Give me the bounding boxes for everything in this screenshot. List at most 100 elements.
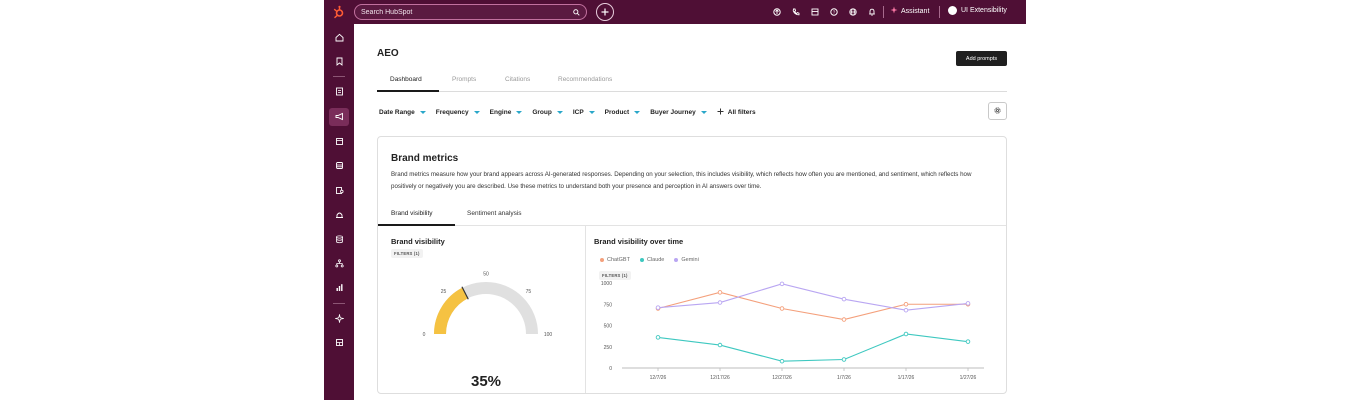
- filter-date-range[interactable]: Date Range: [379, 109, 426, 116]
- create-new-button[interactable]: [596, 3, 614, 21]
- chevron-down-icon: [516, 110, 523, 114]
- tab-citations[interactable]: Citations: [505, 76, 531, 83]
- x-tick-label: 1/27/26: [960, 375, 977, 381]
- tab-brand-visibility[interactable]: Brand visibility: [391, 210, 433, 217]
- data-point-claude: [903, 331, 909, 337]
- sidebar-item-automation[interactable]: [329, 206, 349, 224]
- filter-group[interactable]: Group: [532, 109, 563, 116]
- filter-engine[interactable]: Engine: [490, 109, 523, 116]
- all-filters-button[interactable]: All filters: [717, 108, 756, 117]
- filter-product[interactable]: Product: [605, 109, 641, 116]
- series-line-chatgbt: [657, 291, 968, 321]
- legend-label: Gemini: [681, 257, 699, 263]
- hierarchy-icon: [334, 255, 344, 273]
- gauge-tick-100: 100: [544, 332, 553, 338]
- line-chart: 0 250 500 750 1000 12/7/26 12/17/26 12/27/26 1/7…: [601, 281, 984, 381]
- upgrade-icon[interactable]: [767, 6, 786, 18]
- legend-item-chatgbt[interactable]: ChatGBT: [600, 257, 630, 263]
- filter-buyer-journey[interactable]: Buyer Journey: [650, 109, 707, 116]
- main-content: AEO Add prompts Dashboard Prompts Citati…: [354, 24, 1026, 400]
- phone-icon[interactable]: [786, 6, 805, 18]
- filter-label: Product: [604, 108, 630, 116]
- x-tick-label: 12/7/26: [650, 375, 667, 381]
- filter-label: Buyer Journey: [650, 108, 696, 116]
- filter-label: Engine: [489, 108, 512, 116]
- settings-button[interactable]: [988, 102, 1007, 120]
- tab-dashboard[interactable]: Dashboard: [390, 76, 422, 83]
- topbar-icon-group: ?: [767, 6, 881, 18]
- globe-icon[interactable]: [843, 6, 862, 18]
- legend-item-gemini[interactable]: Gemini: [674, 257, 699, 263]
- chevron-down-icon: [588, 110, 595, 114]
- sparkle-icon: [333, 310, 345, 328]
- sidebar-item-home[interactable]: [329, 29, 349, 47]
- sidebar-item-apps[interactable]: [329, 334, 349, 352]
- series-line-gemini: [657, 283, 969, 311]
- filters-badge[interactable]: FILTERS (1): [391, 249, 423, 258]
- legend-swatch: [600, 258, 604, 262]
- filter-icp[interactable]: ICP: [573, 109, 595, 116]
- tab-recommendations[interactable]: Recommendations: [558, 76, 613, 83]
- hubspot-logo-icon[interactable]: [324, 0, 354, 24]
- sidebar-item-ai[interactable]: [329, 310, 349, 328]
- legend-item-claude[interactable]: Claude: [639, 257, 664, 263]
- data-point-chatgbt: [903, 302, 909, 307]
- brand-visibility-title: Brand visibility: [391, 237, 445, 246]
- account-menu[interactable]: UI Extensibility: [948, 6, 1007, 15]
- filter-label: ICP: [572, 108, 584, 116]
- sidebar-item-reporting[interactable]: [329, 279, 349, 297]
- sidebar-item-bookmarks[interactable]: [329, 53, 349, 71]
- data-point-claude: [965, 339, 971, 344]
- tab-prompts[interactable]: Prompts: [452, 76, 477, 83]
- sidebar-item-workflows[interactable]: [329, 255, 349, 273]
- database-icon: [335, 231, 344, 249]
- plus-icon: [717, 108, 724, 117]
- contacts-icon: [335, 83, 344, 101]
- sidebar-item-contacts[interactable]: [329, 83, 349, 101]
- active-subtab-indicator: [378, 224, 455, 226]
- metrics-subtabs: Brand visibility Sentiment analysis: [378, 205, 1006, 226]
- filter-label: Date Range: [379, 108, 415, 116]
- add-prompts-button[interactable]: Add prompts: [956, 51, 1007, 66]
- y-tick-label: 750: [604, 302, 613, 308]
- sidebar-item-marketing[interactable]: [329, 108, 349, 126]
- y-tick-label: 250: [604, 345, 613, 351]
- sidebar-item-content[interactable]: [329, 133, 349, 151]
- filter-label: Group: [532, 108, 552, 116]
- notifications-bell-icon[interactable]: [862, 6, 881, 18]
- data-point-chatgbt: [841, 317, 847, 322]
- sidebar-item-data-management[interactable]: [329, 231, 349, 249]
- avatar: [948, 6, 957, 15]
- chevron-down-icon: [473, 110, 480, 114]
- gauge-fill: [434, 287, 469, 335]
- bookmark-icon: [335, 53, 344, 71]
- global-search[interactable]: [354, 4, 587, 20]
- chevron-down-icon: [556, 110, 563, 114]
- tab-sentiment-analysis[interactable]: Sentiment analysis: [467, 210, 522, 217]
- chart-legend: ChatGBT Claude Gemini: [600, 257, 699, 263]
- active-tab-indicator: [377, 90, 439, 92]
- search-input[interactable]: [361, 8, 561, 16]
- page-title: AEO: [377, 48, 399, 59]
- top-navigation-bar: ? Assistant UI Extensibility: [324, 0, 1026, 24]
- help-icon[interactable]: ?: [824, 6, 843, 18]
- receipt-icon: [335, 182, 344, 200]
- assistant-label: Assistant: [901, 7, 930, 15]
- sidebar-item-commerce[interactable]: [329, 182, 349, 200]
- sidebar-divider: [333, 76, 345, 77]
- data-point-claude: [841, 357, 847, 362]
- gauge-marker: [461, 286, 469, 300]
- sidebar-item-service[interactable]: [329, 157, 349, 175]
- data-point-gemini: [965, 301, 971, 306]
- filters-badge[interactable]: FILTERS (1): [599, 271, 631, 280]
- home-icon: [335, 29, 344, 47]
- filter-frequency[interactable]: Frequency: [436, 109, 480, 116]
- brand-visibility-panel: Brand visibility FILTERS (1) 0 25 50 75 …: [378, 226, 586, 393]
- sparkle-icon: [890, 6, 898, 16]
- topbar-divider: [883, 6, 884, 18]
- sidebar-divider: [333, 303, 345, 304]
- chevron-down-icon: [700, 110, 707, 114]
- app-window: ? Assistant UI Extensibility: [324, 0, 1026, 400]
- assistant-button[interactable]: Assistant: [890, 6, 929, 16]
- marketplace-icon[interactable]: [805, 6, 824, 18]
